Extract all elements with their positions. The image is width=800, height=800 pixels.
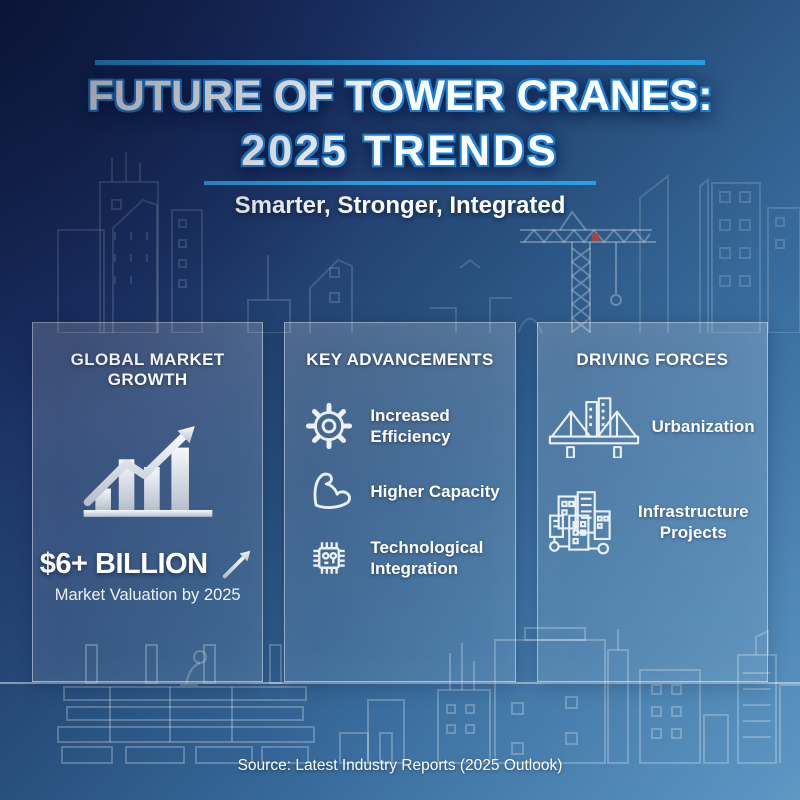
cards-row: GLOBAL MARKET GROWTH [32,322,768,682]
feature-higher-capacity: Higher Capacity [285,466,514,518]
page-title-line2: 2025 TRENDS [241,127,559,175]
card-heading: GLOBAL MARKET GROWTH [70,350,225,389]
driver-label: Urbanization [651,417,755,437]
feature-label: Higher Capacity [370,482,500,502]
subtitle: Smarter, Stronger, Integrated [234,192,566,219]
bridge-icon [548,396,640,458]
subtitle-divider-line [204,181,596,185]
crane-cab-red-accent [592,233,599,241]
gear-icon [303,400,355,452]
market-stat-caption: Market Valuation by 2025 [54,586,241,604]
driver-label: Infrastructure Projects [638,501,749,542]
tower-crane-outline [520,210,656,333]
feature-label: Technological Integration [370,537,484,578]
muscle-icon [303,466,355,518]
buildings-icon [548,488,616,556]
city-skyline-top-decoration [57,152,800,333]
page-title-line1: FUTURE OF TOWER CRANES: [87,72,713,120]
card-driving-forces: DRIVING FORCES [536,322,768,682]
feature-increased-efficiency: Increased Efficiency [285,400,514,452]
arrow-up-right-icon [218,545,256,583]
card-global-market-growth: GLOBAL MARKET GROWTH [32,322,264,682]
feature-label: Increased Efficiency [370,405,451,446]
market-stat-value: $6+ BILLION [39,547,208,580]
card-heading: DRIVING FORCES [576,350,729,369]
card-key-advancements: KEY ADVANCEMENTS Increased Efficiency [284,322,516,682]
feature-technological-integration: Technological Integration [285,532,514,584]
driver-urbanization: Urbanization [538,396,767,458]
card-heading: KEY ADVANCEMENTS [306,350,494,369]
microchip-icon [303,532,355,584]
source-footer: Source: Latest Industry Reports (2025 Ou… [237,757,563,774]
bar-chart-growth-icon [70,412,226,535]
top-divider-line [95,60,705,65]
driver-infrastructure-projects: Infrastructure Projects [538,488,767,556]
